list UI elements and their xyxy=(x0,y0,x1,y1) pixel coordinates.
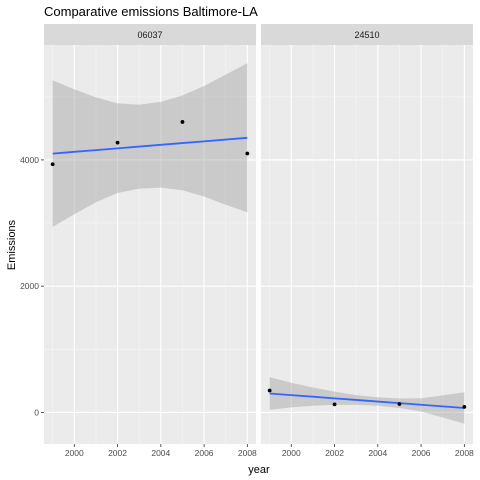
panel-background xyxy=(261,45,473,444)
panel-background xyxy=(44,45,256,444)
y-tick-label: 0 xyxy=(34,407,39,417)
chart-title: Comparative emissions Baltimore-LA xyxy=(44,4,258,19)
regression-line xyxy=(52,136,248,155)
data-point xyxy=(397,402,402,406)
x-tick-label: 2004 xyxy=(151,448,170,458)
data-point xyxy=(332,402,337,407)
data-point xyxy=(245,151,250,156)
data-point xyxy=(180,120,185,124)
data-point xyxy=(462,404,467,409)
facet-panel-24510: 24510 2000 2002 2004 2006 2008 xyxy=(261,24,474,458)
facet-strip-label: 24510 xyxy=(354,30,379,40)
y-axis-title: Emissions xyxy=(6,219,18,270)
x-tick-label: 2006 xyxy=(195,448,214,458)
facet-strip xyxy=(44,24,256,45)
x-tick-label: 2000 xyxy=(65,448,84,458)
x-tick-label: 2008 xyxy=(238,448,257,458)
facet-strip-label: 06037 xyxy=(137,30,162,40)
x-axis-title: year xyxy=(248,464,270,476)
x-tick-label: 2008 xyxy=(455,448,474,458)
data-point xyxy=(115,140,120,145)
x-tick-label: 2002 xyxy=(108,448,127,458)
x-tick-label: 2002 xyxy=(325,448,344,458)
data-point xyxy=(267,388,272,393)
facet-panel-06037: 06037 2000 2002 2004 2006 2008 0 2000 4000 xyxy=(20,24,257,458)
regression-line xyxy=(269,392,465,409)
x-tick-label: 2004 xyxy=(368,448,387,458)
facet-strip xyxy=(261,24,473,45)
y-tick-label: 4000 xyxy=(20,155,39,165)
x-tick-label: 2006 xyxy=(412,448,431,458)
x-tick-label: 2000 xyxy=(282,448,301,458)
data-point xyxy=(50,162,55,167)
y-tick-label: 2000 xyxy=(20,281,39,291)
